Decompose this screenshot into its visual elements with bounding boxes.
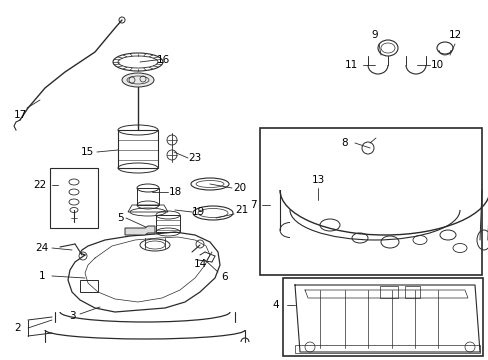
Text: 19: 19 xyxy=(191,207,204,217)
Text: 16: 16 xyxy=(156,55,169,65)
Text: 2: 2 xyxy=(15,323,21,333)
Text: 4: 4 xyxy=(272,300,279,310)
Text: 15: 15 xyxy=(80,147,93,157)
Text: 17: 17 xyxy=(13,110,26,120)
Bar xyxy=(404,286,419,298)
Bar xyxy=(80,280,98,292)
Ellipse shape xyxy=(122,73,154,87)
Text: 23: 23 xyxy=(188,153,201,163)
Text: 20: 20 xyxy=(233,183,246,193)
Text: 11: 11 xyxy=(344,60,357,70)
Text: 7: 7 xyxy=(249,200,256,210)
Text: 12: 12 xyxy=(447,30,461,40)
Text: 1: 1 xyxy=(39,271,45,281)
Bar xyxy=(294,345,479,353)
Bar xyxy=(260,128,481,275)
Bar xyxy=(379,286,397,298)
Bar xyxy=(137,188,159,205)
Text: 24: 24 xyxy=(35,243,48,253)
Bar xyxy=(283,278,482,356)
Text: 14: 14 xyxy=(193,259,206,269)
Text: 21: 21 xyxy=(235,205,248,215)
Bar xyxy=(156,215,180,232)
Bar xyxy=(118,130,158,168)
Text: 9: 9 xyxy=(371,30,378,40)
Text: 22: 22 xyxy=(33,180,46,190)
Bar xyxy=(50,168,98,228)
Text: 18: 18 xyxy=(168,187,181,197)
Text: 3: 3 xyxy=(68,311,75,321)
Text: 10: 10 xyxy=(429,60,443,70)
Text: 8: 8 xyxy=(341,138,347,148)
Text: 6: 6 xyxy=(221,272,228,282)
Text: 5: 5 xyxy=(117,213,123,223)
Polygon shape xyxy=(125,226,155,235)
Text: 13: 13 xyxy=(311,175,324,185)
